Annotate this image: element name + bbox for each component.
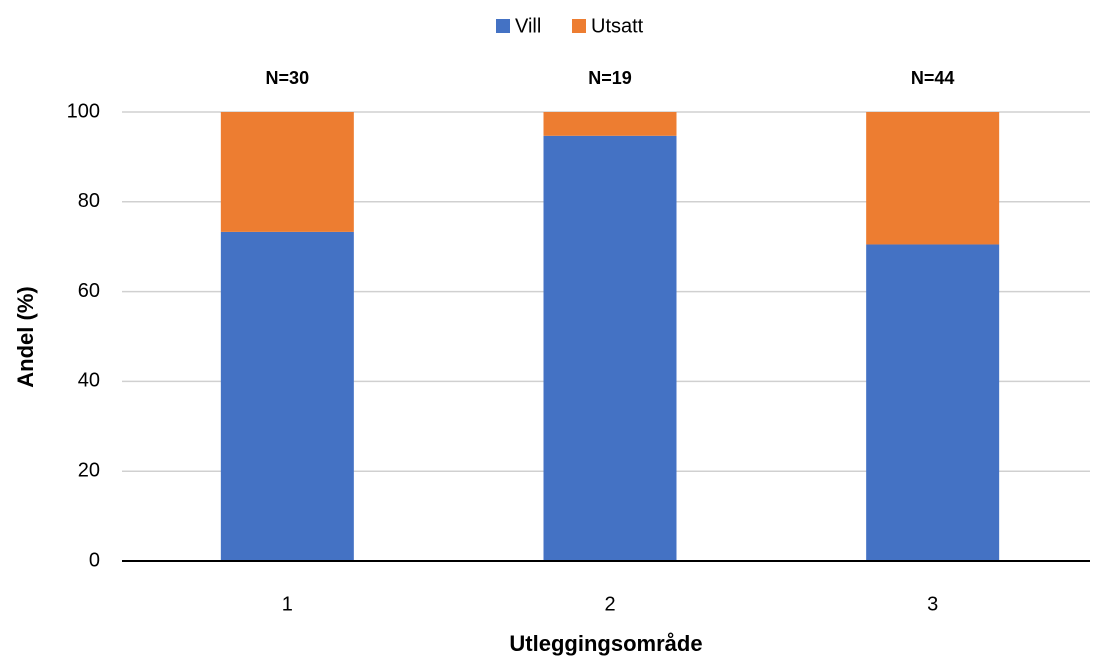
bar-segment xyxy=(866,112,1000,245)
bar-segment xyxy=(543,135,677,561)
x-tick-label: 1 xyxy=(282,593,293,615)
y-tick-label: 20 xyxy=(78,459,100,481)
legend-label: Utsatt xyxy=(591,15,644,37)
bar-segment xyxy=(220,112,354,232)
annotation: N=19 xyxy=(588,68,632,88)
x-axis-title: Utleggingsområde xyxy=(509,631,702,656)
y-tick-label: 80 xyxy=(78,190,100,212)
x-tick-label: 3 xyxy=(927,593,938,615)
bar-segment xyxy=(866,244,1000,561)
legend-label: Vill xyxy=(515,15,541,37)
legend-swatch xyxy=(572,19,586,33)
bar-segment xyxy=(220,231,354,561)
legend-swatch xyxy=(496,19,510,33)
y-axis-title: Andel (%) xyxy=(13,286,38,387)
y-tick-label: 0 xyxy=(89,549,100,571)
bar-segment xyxy=(543,112,677,136)
y-tick-label: 100 xyxy=(67,100,100,122)
annotation: N=30 xyxy=(266,68,310,88)
annotation: N=44 xyxy=(911,68,955,88)
y-tick-label: 40 xyxy=(78,370,100,392)
x-tick-label: 2 xyxy=(604,593,615,615)
y-tick-label: 60 xyxy=(78,280,100,302)
